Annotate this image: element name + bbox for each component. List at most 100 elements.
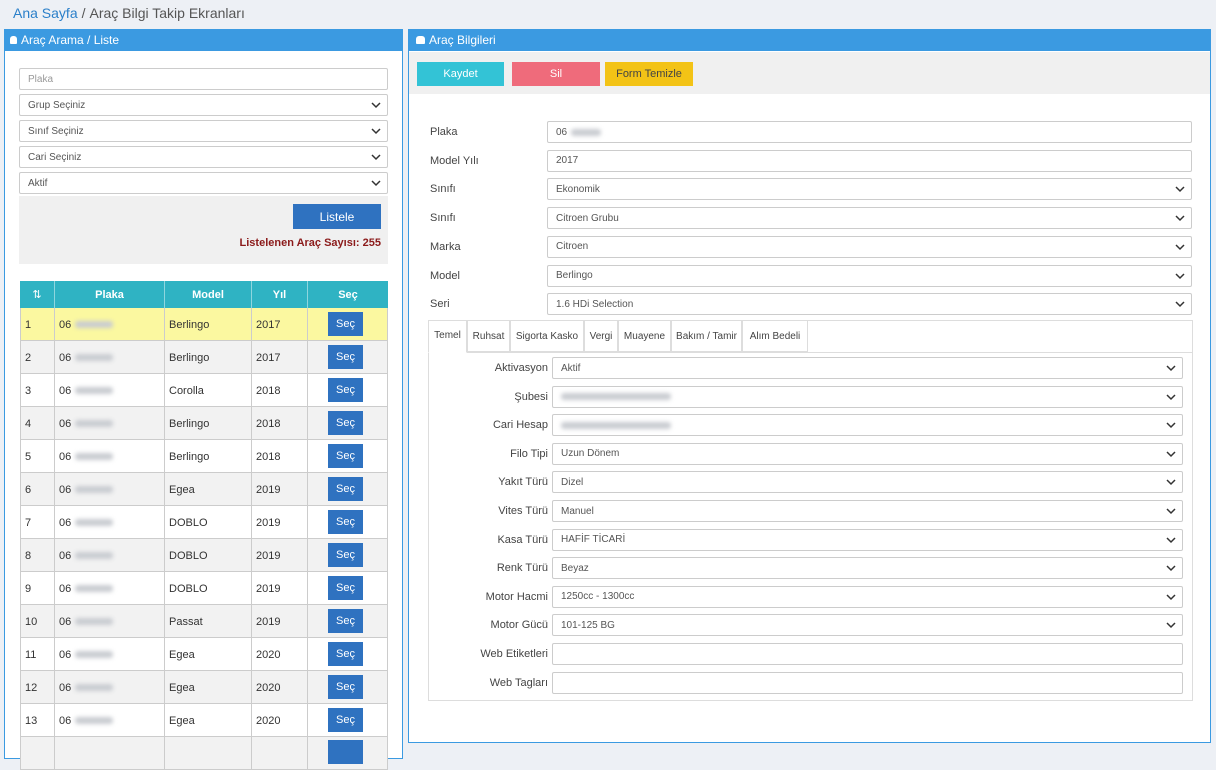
select-button[interactable]: Seç bbox=[328, 477, 363, 501]
toolbar-button[interactable]: Sil bbox=[512, 62, 600, 86]
tab[interactable]: Vergi bbox=[584, 320, 618, 352]
select-button[interactable]: Seç bbox=[328, 543, 363, 567]
tab[interactable]: Alım Bedeli bbox=[742, 320, 808, 352]
chevron-line bbox=[1166, 451, 1176, 457]
redacted-plate bbox=[75, 420, 114, 427]
filter-select[interactable]: Grup Seçiniz bbox=[19, 94, 388, 116]
chevron-icon bbox=[1166, 622, 1176, 629]
text-input[interactable] bbox=[552, 643, 1183, 665]
table-cell: 3 bbox=[25, 384, 32, 397]
cell-divider bbox=[54, 638, 55, 671]
text-input[interactable] bbox=[552, 671, 1183, 694]
select-button[interactable]: Seç bbox=[328, 576, 363, 600]
cell-divider bbox=[307, 473, 308, 506]
filter-select[interactable]: Aktif bbox=[19, 172, 388, 194]
cell-divider bbox=[54, 473, 55, 506]
select-button[interactable]: Seç bbox=[328, 312, 363, 336]
chevron-icon bbox=[1166, 565, 1176, 572]
select-button[interactable] bbox=[328, 740, 363, 764]
select-box[interactable]: 1250cc - 1300cc bbox=[552, 585, 1183, 608]
select-box[interactable] bbox=[552, 385, 1183, 408]
chevron-line bbox=[1166, 537, 1176, 543]
redacted-plate bbox=[75, 321, 114, 328]
redacted-plate bbox=[75, 651, 114, 658]
toolbar-button[interactable]: Kaydet bbox=[417, 62, 504, 86]
select-button[interactable]: Seç bbox=[328, 378, 363, 402]
table-cell: Berlingo bbox=[169, 351, 210, 364]
select-box[interactable]: Beyaz bbox=[552, 557, 1183, 580]
table-cell: 8 bbox=[25, 549, 32, 562]
select-button[interactable]: Seç bbox=[328, 345, 363, 369]
select-box[interactable]: Dizel bbox=[552, 471, 1183, 494]
plate-input[interactable]: Plaka bbox=[19, 68, 388, 90]
select-box[interactable]: Citroen bbox=[547, 235, 1192, 258]
select-box[interactable]: 1.6 HDi Selection bbox=[547, 293, 1192, 316]
cell-divider bbox=[307, 440, 308, 473]
table-cell: 2020 bbox=[256, 681, 281, 694]
cell-divider bbox=[307, 605, 308, 638]
list-button[interactable]: Listele bbox=[293, 204, 381, 229]
filter-select[interactable]: Cari Seçiniz bbox=[19, 146, 388, 168]
chevron-icon bbox=[1175, 215, 1185, 222]
field-label: Şubesi bbox=[514, 390, 548, 403]
select-button[interactable]: Seç bbox=[328, 510, 363, 534]
cell-divider bbox=[54, 341, 55, 374]
select-button[interactable]: Seç bbox=[328, 609, 363, 633]
filter-select[interactable]: Sınıf Seçiniz bbox=[19, 120, 388, 142]
cell-divider bbox=[54, 440, 55, 473]
select-button[interactable]: Seç bbox=[328, 642, 363, 666]
tab[interactable]: Ruhsat bbox=[467, 320, 510, 352]
chevron-icon bbox=[371, 102, 381, 109]
cell-divider bbox=[164, 737, 165, 770]
chevron-icon bbox=[1166, 451, 1176, 457]
select-button[interactable]: Seç bbox=[328, 708, 363, 732]
tab[interactable]: Bakım / Tamir bbox=[671, 320, 742, 352]
column-header: Model bbox=[164, 281, 251, 308]
table-cell: Berlingo bbox=[169, 318, 210, 331]
redacted-value bbox=[571, 128, 602, 136]
text-input[interactable]: 06 bbox=[547, 121, 1192, 143]
select-button[interactable]: Seç bbox=[328, 411, 363, 435]
select-box[interactable]: Citroen Grubu bbox=[547, 207, 1192, 230]
active-tab[interactable]: Temel bbox=[428, 320, 467, 353]
table-header bbox=[20, 281, 388, 308]
select-box[interactable]: Ekonomik bbox=[547, 178, 1192, 201]
chevron-line bbox=[371, 180, 381, 187]
select-button[interactable]: Seç bbox=[328, 675, 363, 699]
table-cell: 2020 bbox=[256, 648, 281, 661]
cell-divider bbox=[251, 308, 252, 341]
select-box[interactable]: HAFİF TİCARİ bbox=[552, 528, 1183, 551]
chevron-line bbox=[1166, 565, 1176, 572]
table-cell: Egea bbox=[169, 483, 195, 496]
select-box[interactable]: 101-125 BG bbox=[552, 614, 1183, 637]
redacted-plate bbox=[75, 717, 114, 724]
select-box[interactable]: Aktif bbox=[552, 357, 1183, 379]
table-cell: 06 bbox=[59, 374, 114, 407]
select-box[interactable]: Berlingo bbox=[547, 264, 1192, 287]
chevron-icon bbox=[1166, 365, 1176, 372]
tab[interactable]: Sigorta Kasko bbox=[510, 320, 584, 352]
select-box[interactable]: Manuel bbox=[552, 500, 1183, 522]
chevron-line bbox=[1166, 422, 1176, 429]
cell-divider bbox=[251, 473, 252, 506]
page-body: Ana Sayfa / Araç Bilgi Takip Ekranları Araç… bbox=[4, 5, 1211, 770]
table-cell: 1 bbox=[25, 318, 32, 331]
users-icon bbox=[416, 36, 425, 44]
text-input[interactable]: 2017 bbox=[547, 149, 1192, 172]
table-cell: 6 bbox=[25, 483, 32, 496]
vehicle-count: Listelenen Araç Sayısı: 255 bbox=[200, 237, 381, 249]
select-box[interactable] bbox=[552, 414, 1183, 437]
cell-divider bbox=[307, 671, 308, 704]
table-cell: DOBLO bbox=[169, 549, 208, 562]
chevron-icon bbox=[1175, 272, 1185, 279]
chevron-line bbox=[1175, 186, 1185, 193]
select-box[interactable]: Uzun Dönem bbox=[552, 442, 1183, 465]
chevron-line bbox=[1175, 301, 1185, 308]
field-label: Filo Tipi bbox=[510, 447, 548, 460]
cell-divider bbox=[307, 572, 308, 605]
table-cell: Egea bbox=[169, 648, 195, 661]
toolbar-button[interactable]: Form Temizle bbox=[605, 62, 693, 86]
select-button[interactable]: Seç bbox=[328, 444, 363, 468]
field-label: Model Yılı bbox=[430, 154, 479, 167]
tab[interactable]: Muayene bbox=[618, 320, 671, 352]
